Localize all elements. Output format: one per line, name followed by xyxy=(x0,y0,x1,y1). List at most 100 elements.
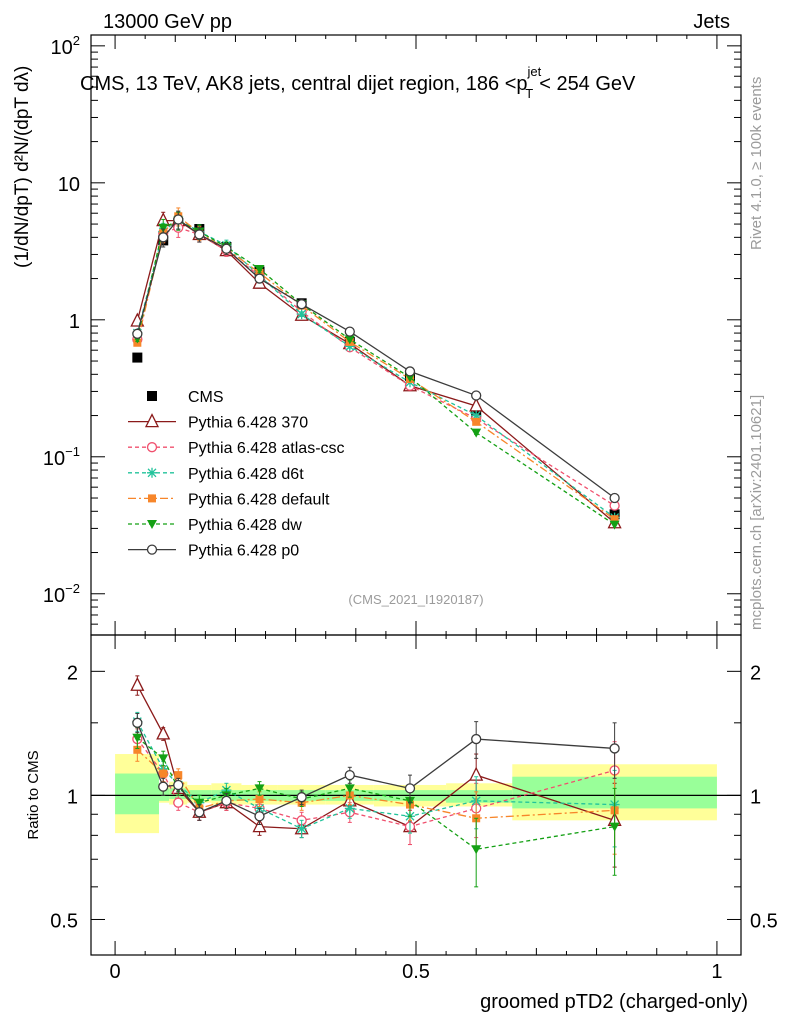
ratio-point-default xyxy=(255,795,264,804)
main-line-atlas xyxy=(136,227,615,507)
title-main: CMS, 13 TeV, AK8 jets, central dijet reg… xyxy=(80,73,516,95)
ratio-ytick-label: 0.5 xyxy=(50,910,78,932)
legend: CMS Pythia 6.428 370 Pythia 6.428 atlas-cs… xyxy=(128,389,345,560)
ratio-ytick-label: 1 xyxy=(67,786,78,808)
main-point-p0 xyxy=(254,273,265,284)
ratio-point-p0 xyxy=(132,717,143,728)
ratio-point-p0 xyxy=(173,779,184,791)
main-point-p0 xyxy=(194,229,205,240)
ratio-point-dw xyxy=(471,845,482,855)
legend-item-370: Pythia 6.428 370 xyxy=(128,413,308,432)
ratio-ytick-label: 2 xyxy=(67,662,78,684)
legend-item-p0: Pythia 6.428 p0 xyxy=(128,543,299,560)
ratio-point-default xyxy=(174,771,183,780)
legend-marker-default xyxy=(148,494,156,503)
legend-item-atlas: Pythia 6.428 atlas-csc xyxy=(128,440,345,457)
main-ytick-label: 1 xyxy=(69,311,80,333)
legend-item-d6t: Pythia 6.428 d6t xyxy=(128,466,304,483)
ratio-ytick-label-right: 1 xyxy=(750,786,761,808)
main-point-p0 xyxy=(471,390,482,401)
ratio-xtick-label: 0.5 xyxy=(402,961,430,983)
legend-label-dw: Pythia 6.428 dw xyxy=(188,517,302,534)
main-point-dw xyxy=(609,520,620,530)
legend-item-dw: Pythia 6.428 dw xyxy=(128,517,302,534)
ratio-ylabel: Ratio to CMS xyxy=(25,750,42,839)
main-point-d6t xyxy=(296,309,307,320)
ratio-band-inner xyxy=(446,790,513,803)
legend-marker-CMS xyxy=(147,391,157,401)
main-y-axis: 10−2 10−1 1 10 102 xyxy=(43,33,741,636)
ratio-point-dw xyxy=(132,733,143,743)
legend-item-CMS: CMS xyxy=(147,389,224,406)
main-point-p0 xyxy=(609,492,620,504)
main-ylabel: (1/dN/dpT) d²N/(dpT dλ) xyxy=(12,66,33,268)
legend-label-atlas: Pythia 6.428 atlas-csc xyxy=(188,440,345,457)
ratio-point-p0 xyxy=(158,781,169,792)
ratio-band-inner xyxy=(187,790,212,800)
ratio-point-default xyxy=(133,745,142,754)
ratio-point-p0 xyxy=(471,733,482,745)
ratio-point-d6t xyxy=(296,823,307,834)
ratio-point-p0 xyxy=(344,769,355,781)
main-point-p0 xyxy=(158,232,169,243)
main-ytick-label: 10−1 xyxy=(43,444,80,470)
header-left: 13000 GeV pp xyxy=(103,11,232,33)
ratio-point-p0 xyxy=(254,811,265,822)
ratio-point-370 xyxy=(156,725,171,740)
ratio-point-p0 xyxy=(296,792,307,803)
ratio-point-p0 xyxy=(194,807,205,818)
main-point-CMS xyxy=(132,352,143,363)
legend-item-default: Pythia 6.428 default xyxy=(128,491,330,508)
main-series-p0 xyxy=(132,210,620,504)
legend-marker-atlas xyxy=(146,442,158,453)
ratio-xtick-label: 0 xyxy=(110,961,121,983)
ratio-series-layer xyxy=(130,675,622,888)
ratio-point-dw xyxy=(344,784,355,794)
rivet-label: Rivet 4.1.0, ≥ 100k events xyxy=(748,77,765,250)
title-pvar: p xyxy=(516,73,527,95)
ratio-point-dw xyxy=(254,784,265,794)
legend-label-370: Pythia 6.428 370 xyxy=(188,415,308,432)
main-point-dw xyxy=(158,223,169,233)
ratio-xtick-label: 1 xyxy=(711,961,722,983)
main-point-dw xyxy=(344,335,355,345)
ratio-ytick-label-right: 2 xyxy=(750,662,761,684)
ratio-point-default xyxy=(159,769,168,778)
legend-marker-370 xyxy=(144,413,160,428)
title-tail: < 254 GeV xyxy=(539,73,636,95)
legend-label-d6t: Pythia 6.428 d6t xyxy=(188,466,304,483)
ratio-point-dw xyxy=(158,754,169,764)
main-point-p0 xyxy=(132,328,143,339)
main-point-p0 xyxy=(173,214,184,225)
main-ytick-label: 10−2 xyxy=(43,581,80,607)
ratio-point-p0 xyxy=(609,743,620,754)
main-point-default xyxy=(610,515,619,524)
ratio-point-atlas xyxy=(173,797,184,808)
ratio-point-p0 xyxy=(221,795,232,807)
mcplots-label: mcplots.cern.ch [arXiv:2401.10621] xyxy=(748,395,765,630)
main-point-d6t xyxy=(344,341,355,352)
title-sub: T xyxy=(525,86,533,101)
main-point-p0 xyxy=(221,243,232,254)
ratio-ytick-label-right: 0.5 xyxy=(750,910,778,932)
plot-title: CMS, 13 TeV, AK8 jets, central dijet reg… xyxy=(80,64,636,101)
ratio-band-inner xyxy=(159,788,170,801)
main-point-d6t xyxy=(471,410,482,421)
main-point-dw xyxy=(254,264,265,274)
main-point-default xyxy=(472,417,481,426)
ratio-point-dw xyxy=(194,798,205,808)
main-ytick-label: 10 xyxy=(58,174,80,196)
main-point-p0 xyxy=(344,326,355,337)
header-right: Jets xyxy=(693,11,730,33)
ratio-band-inner xyxy=(115,773,160,815)
legend-label-default: Pythia 6.428 default xyxy=(188,491,330,508)
ratio-point-dw xyxy=(609,822,620,832)
analysis-tag: (CMS_2021_I1920187) xyxy=(348,592,483,607)
ratio-point-d6t xyxy=(344,803,355,814)
ratio-series-p0 xyxy=(132,713,620,825)
ratio-point-p0 xyxy=(404,783,416,794)
main-point-dw xyxy=(471,428,482,438)
ratio-point-370 xyxy=(130,676,145,691)
main-point-p0 xyxy=(296,299,307,310)
